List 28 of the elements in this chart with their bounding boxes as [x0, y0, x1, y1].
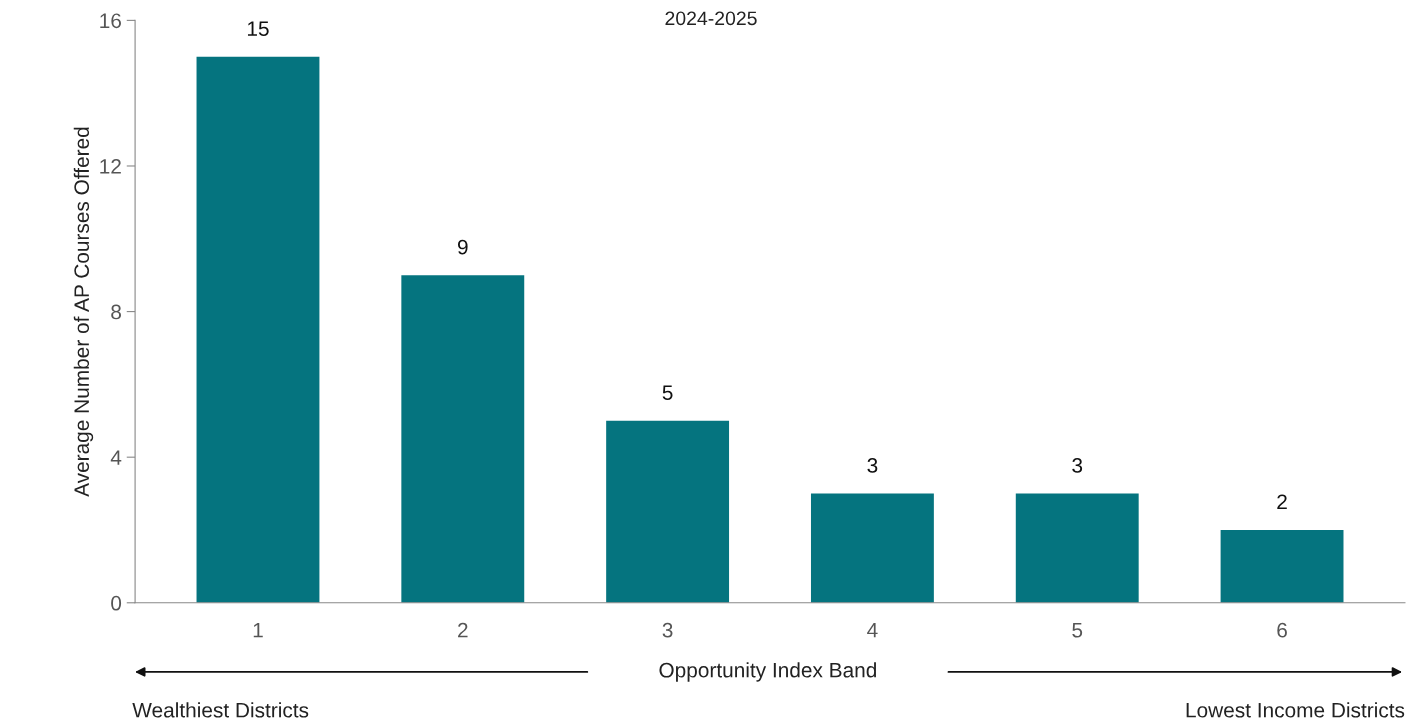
- x-tick-label: 4: [867, 622, 878, 638]
- x-tick-label: 5: [1072, 622, 1083, 638]
- y-tick-label: 0: [111, 595, 122, 611]
- bar: [1015, 493, 1139, 603]
- text: Lowest Income Districts: [1186, 702, 1405, 718]
- data-label: 9: [457, 239, 468, 255]
- y-axis-title: Average Number of AP Courses Offered: [73, 127, 94, 497]
- x-axis-title: Opportunity Index Band: [659, 662, 876, 682]
- data-label: 3: [1072, 458, 1083, 473]
- bar: [196, 56, 320, 603]
- bar: [810, 493, 934, 603]
- data-label: 15: [247, 21, 269, 36]
- y-tick-label: 16: [100, 13, 121, 29]
- bar: [606, 420, 730, 603]
- bar: [401, 275, 525, 603]
- y-tick-label: 4: [110, 450, 122, 465]
- chart-title: 2024-2025: [665, 11, 757, 26]
- data-label: 2: [1277, 494, 1287, 509]
- x-tick-label: 6: [1277, 622, 1287, 638]
- x-tick-label: 2: [458, 622, 468, 638]
- data-label: 5: [662, 385, 673, 400]
- y-tick-label: 12: [100, 158, 121, 174]
- text: Wealthiest Districts: [132, 702, 309, 718]
- y-tick-label: 8: [111, 304, 121, 320]
- data-label: 3: [867, 458, 878, 473]
- x-tick-label: 1: [253, 622, 263, 638]
- x-tick-label: 3: [662, 622, 673, 638]
- bar: [1220, 529, 1344, 603]
